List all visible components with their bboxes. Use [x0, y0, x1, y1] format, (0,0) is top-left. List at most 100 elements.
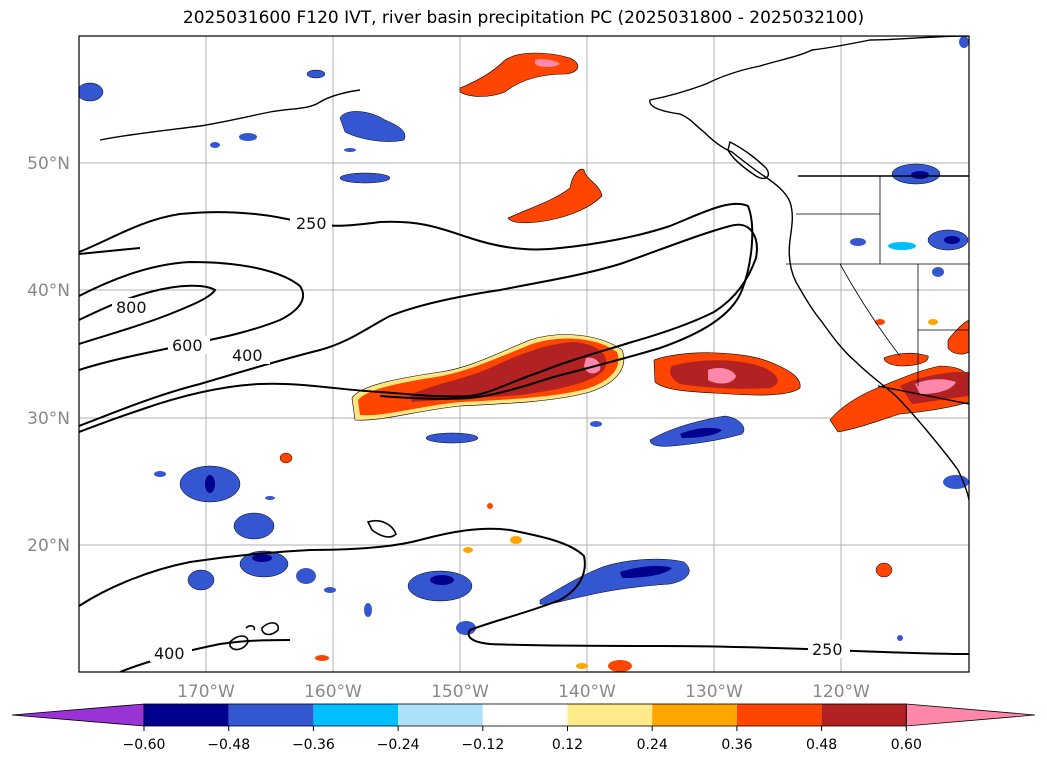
precip-patch-north-2	[507, 168, 603, 224]
precip-patch-neg-spot-1	[456, 621, 476, 635]
precip-patch-california-3	[883, 352, 929, 367]
contour-label-bg-5	[150, 644, 192, 662]
colorbar: −0.60 −0.48 −0.36 −0.24 −0.12 0.12 0.24 …	[11, 703, 1036, 753]
precip-patch-neg-idaho-dark	[911, 171, 929, 179]
lon-tick-label: 140°W	[558, 682, 616, 702]
precip-patch-neg-northwest	[79, 82, 104, 102]
colorbar-segment	[821, 704, 907, 726]
hawaii-island-2	[261, 622, 280, 636]
contour-label-bg-4	[228, 346, 270, 364]
precip-patch-neg-160w-a-dark	[205, 475, 215, 493]
precip-patch-neg-north-2	[339, 172, 391, 184]
precip-spot-8	[875, 319, 885, 325]
hawaii-island-3	[245, 625, 256, 631]
contour-label-250-south: 250	[812, 640, 843, 659]
colorbar-tick-label: 0.60	[891, 737, 922, 753]
precip-patch-neg-oregon	[888, 242, 916, 250]
colorbar-tick-label: 0.24	[637, 737, 668, 753]
lat-tick-labels: 50°N 40°N 30°N 20°N	[27, 154, 70, 556]
precip-patch-neg-spot-5	[265, 496, 275, 500]
colorbar-segment	[567, 704, 653, 726]
ivt-contour-400-south	[119, 639, 291, 672]
precip-spot-9	[928, 319, 938, 325]
ivt-contour-250-south	[79, 527, 969, 655]
negative-anomaly-patches	[79, 36, 969, 641]
colorbar-segment	[313, 704, 399, 726]
colorbar-tick-labels: −0.60 −0.48 −0.36 −0.24 −0.12 0.12 0.24 …	[123, 737, 922, 753]
precip-spot-7	[576, 663, 588, 669]
precip-patch-neg-wyoming-dark	[944, 236, 960, 244]
precip-patch-neg-160w-e	[296, 568, 316, 584]
ivt-contour-400-north	[79, 223, 758, 433]
precip-patch-california-pink	[915, 379, 956, 394]
colorbar-segment	[398, 704, 483, 726]
colorbar-segment	[652, 704, 737, 726]
colorbar-tick-label: −0.36	[292, 737, 335, 753]
precip-spot-10	[487, 503, 493, 509]
precip-patch-neg-160w-c-dark	[252, 554, 272, 562]
precip-patch-main-band-pink	[584, 357, 601, 374]
precip-patch-california-4	[947, 319, 969, 355]
precip-patch-neg-160w-c	[239, 550, 289, 578]
precip-patch-neg-north-3	[306, 69, 326, 79]
contour-label-bg-1	[290, 214, 332, 232]
map-title: 2025031600 F120 IVT, river basin precipi…	[182, 8, 865, 28]
vancouver-island	[727, 140, 770, 180]
contour-label-800: 800	[116, 298, 147, 317]
colorbar-segment	[482, 704, 568, 726]
precip-spot-5	[315, 655, 329, 661]
contour-label-bg-3	[168, 336, 210, 354]
colorbar-tick-label: 0.36	[721, 737, 752, 753]
precip-spot-1	[279, 452, 293, 464]
precip-patch-neg-north-6	[344, 148, 356, 152]
map-content: 250 800 600 400 400 250	[79, 36, 969, 672]
colorbar-tick-label: 0.12	[552, 737, 583, 753]
ivt-contour-250-north	[79, 202, 754, 400]
lat-tick-label: 20°N	[27, 536, 70, 556]
precip-patch-neg-north-1	[339, 111, 406, 142]
us-mexico-border	[877, 385, 969, 405]
colorbar-tick-label: −0.48	[207, 737, 250, 753]
precip-patch-neg-24n	[425, 432, 479, 444]
alaska-coast	[99, 89, 361, 141]
precip-patch-neg-160w-d	[187, 569, 215, 591]
precip-patch-neg-spot-6	[324, 587, 336, 593]
contour-label-250-north: 250	[296, 214, 327, 233]
precip-patch-neg-north-4	[239, 133, 257, 141]
contour-label-400-south: 400	[154, 644, 185, 663]
contour-label-400-north: 400	[232, 346, 263, 365]
precip-patch-neg-150w	[407, 570, 473, 602]
precip-patch-neg-nevada	[850, 238, 866, 246]
colorbar-tick-label: −0.12	[461, 737, 504, 753]
ivt-contour-250-west	[79, 247, 141, 255]
contour-label-group: 250 800 600 400 400 250	[112, 214, 850, 663]
lat-tick-label: 30°N	[27, 409, 70, 429]
precip-patch-130w-pink	[708, 368, 736, 384]
colorbar-segment	[736, 704, 822, 726]
precip-patch-neg-spot-3	[154, 471, 166, 477]
contour-label-bg-2	[112, 298, 154, 316]
precip-patch-neg-130w-dark	[680, 427, 722, 438]
lon-tick-labels: 170°W 160°W 150°W 140°W 130°W 120°W	[177, 682, 870, 702]
precip-patch-neg-150w-dark	[430, 575, 454, 585]
precip-spot-6	[608, 660, 632, 672]
precip-spot-3	[463, 547, 473, 553]
precip-spot-4	[875, 562, 893, 578]
precip-patch-neg-utah	[932, 267, 944, 277]
colorbar-arrow-left	[11, 703, 145, 727]
lon-tick-label: 130°W	[685, 682, 743, 702]
contour-label-bg-6	[808, 640, 850, 658]
colorbar-tick-label: 0.48	[806, 737, 837, 753]
colorbar-outline	[143, 703, 907, 727]
small-island-group	[366, 519, 397, 538]
precip-patch-neg-160w-b	[233, 512, 275, 540]
lon-tick-label: 170°W	[177, 682, 235, 702]
colorbar-tick-label: −0.60	[123, 737, 166, 753]
precip-patch-main-band-red	[410, 342, 607, 402]
colorbar-segment	[228, 704, 314, 726]
precip-patch-neg-spot-4	[590, 421, 602, 427]
precip-patch-neg-north-5	[210, 142, 220, 148]
lon-tick-label: 120°W	[812, 682, 870, 702]
precip-spot-2	[510, 536, 522, 544]
